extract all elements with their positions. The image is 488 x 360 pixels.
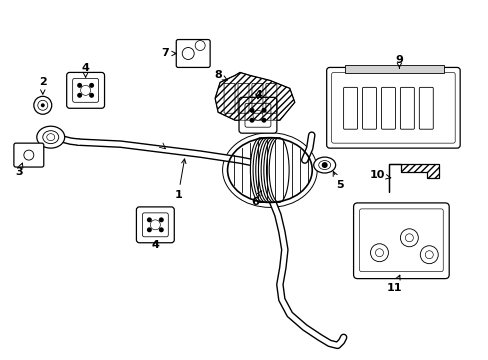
Circle shape [261, 108, 266, 113]
FancyBboxPatch shape [136, 207, 174, 243]
Ellipse shape [37, 126, 64, 148]
Circle shape [146, 217, 152, 222]
Circle shape [159, 217, 163, 222]
Text: 5: 5 [332, 172, 343, 190]
Circle shape [77, 93, 82, 98]
Text: 10: 10 [369, 170, 390, 180]
FancyBboxPatch shape [14, 143, 44, 167]
Text: 9: 9 [395, 55, 403, 68]
Text: 7: 7 [161, 49, 176, 58]
Circle shape [89, 93, 94, 98]
Text: 4: 4 [253, 90, 262, 100]
Text: 11: 11 [386, 275, 401, 293]
Circle shape [34, 96, 52, 114]
Ellipse shape [258, 138, 278, 202]
FancyBboxPatch shape [239, 97, 276, 133]
Circle shape [261, 118, 266, 123]
FancyBboxPatch shape [176, 40, 210, 67]
Ellipse shape [250, 138, 270, 202]
Ellipse shape [255, 138, 275, 202]
Text: 4: 4 [81, 63, 89, 77]
Ellipse shape [266, 138, 286, 202]
Text: 2: 2 [39, 77, 46, 94]
Text: 3: 3 [15, 163, 23, 177]
Circle shape [249, 118, 254, 123]
Bar [344, 66, 443, 73]
Circle shape [77, 83, 82, 88]
Circle shape [41, 103, 45, 107]
Circle shape [321, 162, 327, 168]
Circle shape [146, 227, 152, 232]
Polygon shape [215, 72, 294, 120]
Ellipse shape [313, 157, 335, 173]
Circle shape [159, 227, 163, 232]
FancyBboxPatch shape [326, 67, 459, 148]
Ellipse shape [264, 138, 283, 202]
Text: 6: 6 [250, 191, 261, 207]
Text: 8: 8 [214, 71, 227, 80]
Ellipse shape [269, 138, 288, 202]
Ellipse shape [261, 138, 281, 202]
Circle shape [249, 108, 254, 113]
Ellipse shape [253, 138, 272, 202]
Circle shape [89, 83, 94, 88]
Polygon shape [388, 164, 438, 192]
FancyBboxPatch shape [66, 72, 104, 108]
Text: 1: 1 [174, 159, 185, 200]
Text: 4: 4 [151, 240, 159, 250]
FancyBboxPatch shape [353, 203, 448, 279]
